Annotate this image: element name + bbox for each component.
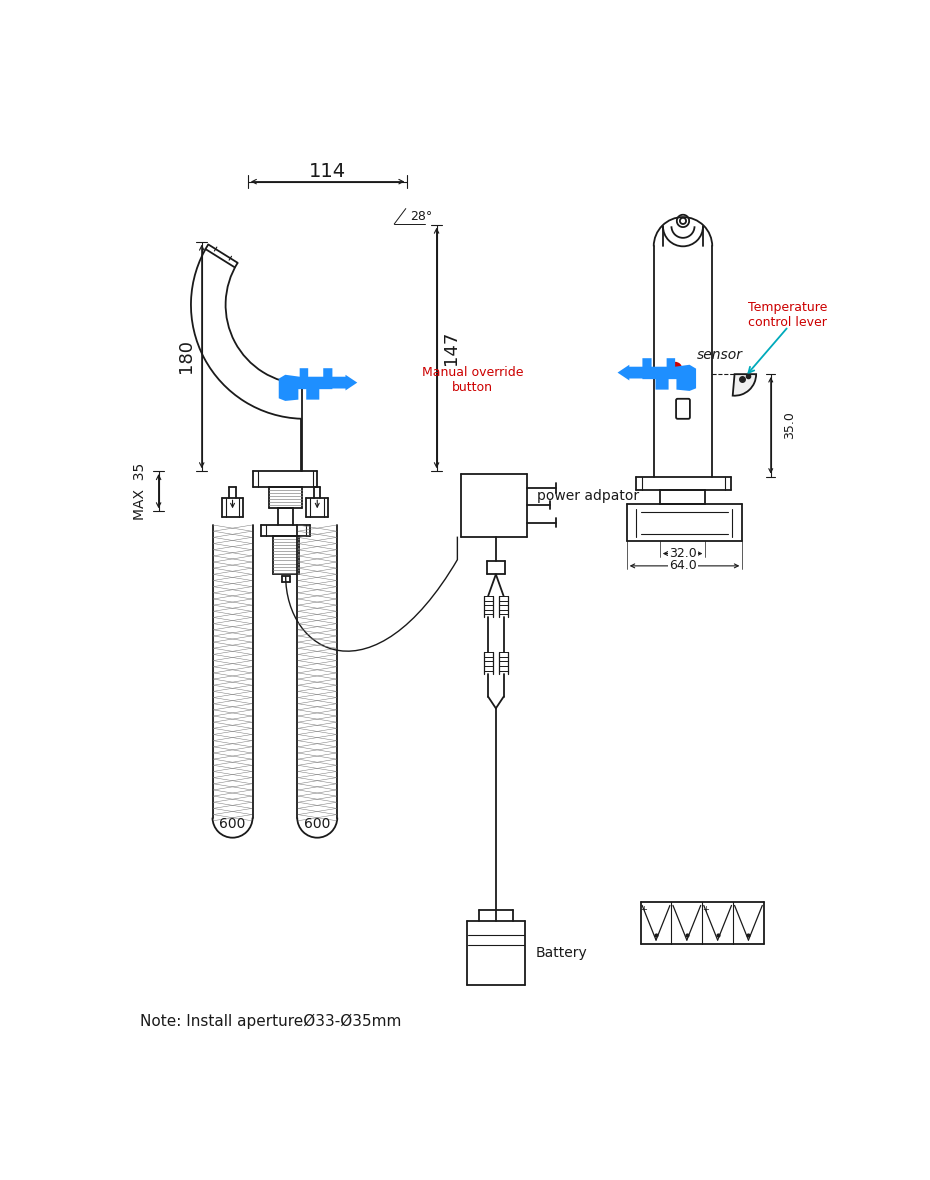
Text: 600: 600 (219, 817, 246, 831)
Circle shape (669, 362, 683, 375)
Text: Temperature
control lever: Temperature control lever (748, 301, 827, 329)
Wedge shape (733, 374, 756, 395)
Text: 28°: 28° (409, 210, 432, 223)
Text: +: + (640, 905, 647, 913)
Text: 180: 180 (178, 340, 195, 373)
Text: MAX  35: MAX 35 (133, 463, 147, 520)
Text: 600: 600 (304, 817, 330, 831)
Text: Note: Install apertureØ33-Ø35mm: Note: Install apertureØ33-Ø35mm (140, 1014, 402, 1029)
Text: 32.0: 32.0 (669, 548, 697, 560)
FancyBboxPatch shape (676, 399, 690, 419)
Text: 64.0: 64.0 (669, 559, 697, 572)
Text: power adpator: power adpator (538, 489, 640, 503)
Text: 35.0: 35.0 (783, 411, 796, 439)
Text: Battery: Battery (536, 946, 588, 961)
Text: Manual override
button: Manual override button (422, 366, 524, 394)
Polygon shape (618, 359, 696, 391)
Text: sensor: sensor (697, 348, 743, 362)
Text: 147: 147 (442, 330, 460, 365)
Text: 114: 114 (309, 162, 346, 181)
Polygon shape (279, 368, 357, 401)
Text: +: + (702, 905, 709, 913)
